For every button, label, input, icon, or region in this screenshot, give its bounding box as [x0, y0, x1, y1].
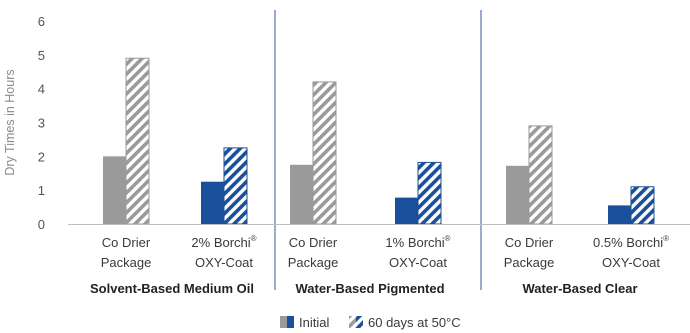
- bar-initial-g1-c2: [201, 181, 224, 224]
- bar-initial-g2-c1: [290, 164, 313, 224]
- y-tick-label-5: 5: [38, 48, 45, 63]
- y-tick-label-3: 3: [38, 116, 45, 131]
- bar-60days-g2-c1: [312, 81, 337, 225]
- bar-60days-g3-c2: [630, 186, 655, 225]
- group-label-3: Water-Based Clear: [522, 281, 637, 296]
- bar-initial-g1-c1: [103, 156, 126, 224]
- legend-label-initial: Initial: [299, 315, 329, 330]
- category-label-g2-c1: Co Drier: [289, 235, 338, 250]
- legend-swatch-initial-blue: [287, 316, 294, 328]
- legend-label-60days: 60 days at 50°C: [368, 315, 461, 330]
- legend-swatch-60days-grey: [349, 316, 356, 328]
- category-label-line2-g2-c2: OXY-Coat: [389, 255, 447, 270]
- bar-60days-g2-c2: [417, 161, 442, 225]
- category-label-g3-c2: 0.5% Borchi®: [593, 234, 669, 250]
- group-label-1: Solvent-Based Medium Oil: [90, 281, 254, 296]
- category-label-g2-c2: 1% Borchi®: [385, 234, 450, 250]
- category-label-g1-c1: Co Drier: [102, 235, 151, 250]
- category-label-line2-g3-c1: Package: [504, 255, 555, 270]
- y-tick-label-6: 6: [38, 14, 45, 29]
- y-tick-label-2: 2: [38, 149, 45, 164]
- y-tick-label-4: 4: [38, 82, 45, 97]
- group-label-2: Water-Based Pigmented: [295, 281, 444, 296]
- legend-swatch-60days-blue: [356, 316, 363, 328]
- bar-initial-g3-c2: [608, 205, 631, 224]
- y-tick-label-0: 0: [38, 217, 45, 232]
- bar-60days-g3-c1: [528, 125, 553, 225]
- category-label-line2-g2-c1: Package: [288, 255, 339, 270]
- bar-initial-g2-c2: [395, 197, 418, 224]
- category-label-line2-g1-c2: OXY-Coat: [195, 255, 253, 270]
- category-label-g1-c2: 2% Borchi®: [191, 234, 256, 250]
- legend-swatch-initial-grey: [280, 316, 287, 328]
- category-label-line2-g1-c1: Package: [101, 255, 152, 270]
- y-tick-label-1: 1: [38, 183, 45, 198]
- y-axis-title: Dry Times in Hours: [3, 69, 17, 175]
- bar-60days-g1-c1: [125, 57, 150, 225]
- category-label-g3-c1: Co Drier: [505, 235, 554, 250]
- category-label-line2-g3-c2: OXY-Coat: [602, 255, 660, 270]
- bar-initial-g3-c1: [506, 165, 529, 224]
- bar-60days-g1-c2: [223, 147, 248, 225]
